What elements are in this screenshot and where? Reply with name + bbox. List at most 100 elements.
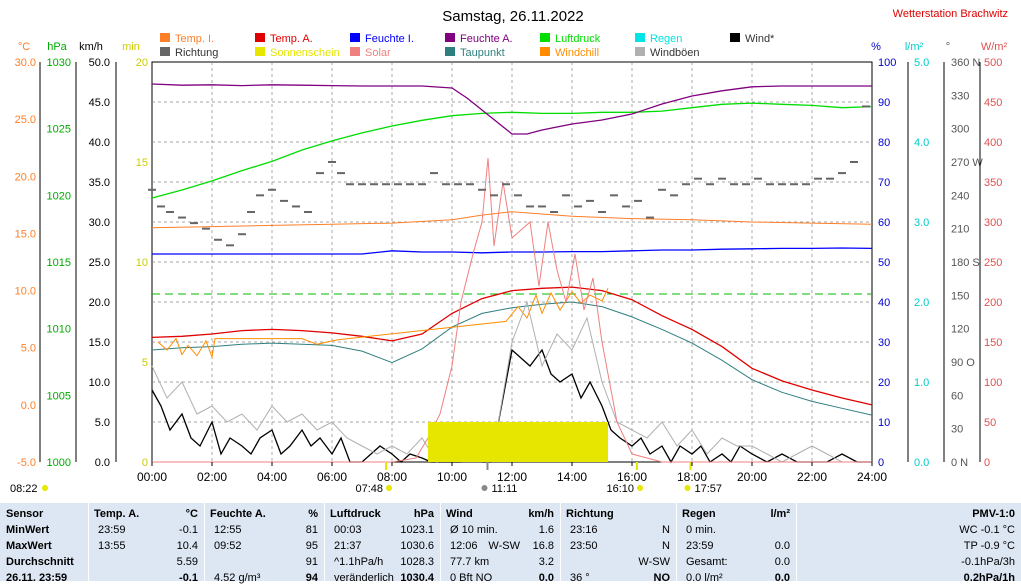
legend-label-windboeen: Windböen bbox=[650, 47, 700, 59]
legend-label-feuchte_i: Feuchte I. bbox=[365, 33, 414, 45]
richtung-point-18 bbox=[346, 183, 354, 186]
richtung-point-45 bbox=[670, 194, 678, 197]
xtick-label-4: 08:00 bbox=[377, 470, 407, 484]
tick-sun-2: 10 bbox=[136, 257, 148, 269]
tick-direction-6: 180 S bbox=[951, 257, 980, 269]
richtung-point-50 bbox=[730, 183, 738, 186]
richtung-point-35 bbox=[550, 211, 558, 213]
event-solar_noon-dot bbox=[481, 485, 488, 491]
tick-wind-8: 10.0 bbox=[89, 377, 110, 389]
tick-pressure-3: 1015 bbox=[47, 257, 71, 269]
table-cell-sensor-2: Durchschnitt bbox=[6, 556, 74, 568]
unit-rain: l/m² bbox=[905, 41, 924, 53]
xtick-label-2: 04:00 bbox=[257, 470, 287, 484]
tick-rain-5: 0.0 bbox=[914, 457, 929, 469]
tick-direction-3: 270 W bbox=[951, 157, 983, 169]
legend-label-feuchte_a: Feuchte A. bbox=[460, 33, 513, 45]
legend-swatch-taupunkt bbox=[445, 47, 455, 56]
tick-humidity-6: 40 bbox=[878, 297, 890, 309]
richtung-point-57 bbox=[814, 177, 822, 180]
table-col-richtung: Richtung 23:16 N 23:50 N W-SW 36 ° NO bbox=[560, 503, 677, 584]
richtung-point-41 bbox=[622, 205, 630, 208]
richtung-point-14 bbox=[304, 211, 312, 213]
richtung-point-53 bbox=[766, 183, 774, 186]
richtung-point-29 bbox=[478, 188, 486, 191]
table-cell-richtung-3-b: NO bbox=[653, 572, 671, 584]
series-temp_i bbox=[151, 211, 873, 229]
tick-solar-6: 200 bbox=[984, 297, 1002, 309]
table-col-wind: Wind km/h Ø 10 min. 1.6 12:06 W-SW 16.8 77.7 km… bbox=[440, 503, 561, 584]
legend-swatch-feuchte_a bbox=[445, 33, 455, 42]
tick-direction-4: 240 bbox=[951, 190, 969, 202]
legend-swatch-wind bbox=[730, 33, 740, 42]
richtung-point-24 bbox=[418, 183, 426, 186]
table-cell-wind-1-b: W-SW bbox=[488, 540, 520, 552]
legend-swatch-windboeen bbox=[635, 47, 645, 56]
legend-label-solar: Solar bbox=[365, 47, 391, 59]
table-cell-richtung-0-b: N bbox=[662, 524, 670, 536]
chart-grid bbox=[152, 62, 872, 462]
tick-wind-5: 25.0 bbox=[89, 257, 110, 269]
tick-direction-2: 300 bbox=[951, 124, 969, 136]
table-cell-regen-2-b: 0.0 bbox=[774, 556, 790, 568]
tick-rain-3: 2.0 bbox=[914, 297, 929, 309]
table-header-druck: Luftdruck bbox=[330, 508, 381, 520]
unit-direction: ° bbox=[946, 41, 950, 53]
richtung-point-49 bbox=[718, 177, 726, 180]
xtick-label-6: 12:00 bbox=[497, 470, 527, 484]
richtung-point-25 bbox=[430, 172, 438, 175]
richtung-point-33 bbox=[526, 205, 534, 208]
tick-solar-1: 450 bbox=[984, 97, 1002, 109]
xtick-label-1: 02:00 bbox=[197, 470, 227, 484]
richtung-point-51 bbox=[742, 183, 750, 186]
weather-chart: Samstag, 26.11.2022 Wetterstation Brachw… bbox=[10, 8, 1008, 495]
richtung-point-17 bbox=[337, 172, 345, 175]
table-cell-temp-3-b: -0.1 bbox=[179, 572, 198, 584]
event-moonset: 17:57 bbox=[695, 483, 723, 495]
tick-solar-3: 350 bbox=[984, 177, 1002, 189]
table-cell-wind-3-c: 0.0 bbox=[538, 572, 554, 584]
tick-solar-10: 0 bbox=[984, 457, 990, 469]
table-col-sensor: Sensor MinWert MaxWert Durchschnitt 26.11. 2… bbox=[0, 503, 89, 584]
unit-humidity: % bbox=[871, 41, 881, 53]
tick-direction-10: 60 bbox=[951, 390, 963, 402]
table-cell-wind-0-c: 1.6 bbox=[538, 524, 554, 536]
tick-solar-8: 100 bbox=[984, 377, 1002, 389]
series-taupunkt bbox=[151, 301, 873, 416]
tick-solar-2: 400 bbox=[984, 137, 1002, 149]
legend-label-windchill: Windchill bbox=[555, 47, 599, 59]
tick-sun-3: 5 bbox=[142, 357, 148, 369]
tick-temp-3: 15.0 bbox=[15, 228, 36, 240]
event-sunrise: 07:48 bbox=[355, 483, 383, 495]
table-cell-feuchte-3-a: 4.52 g/m³ bbox=[214, 572, 261, 584]
richtung-point-6 bbox=[214, 238, 222, 241]
legend-label-taupunkt: Taupunkt bbox=[460, 47, 505, 59]
richtung-point-9 bbox=[247, 211, 255, 213]
table-col-pmv: PMV-1:0 WC -0.1 °C TP -0.9 °C -0.1hPa/3h 0.2… bbox=[796, 503, 1021, 584]
series-feuchte_i bbox=[152, 247, 873, 255]
richtung-point-15 bbox=[316, 172, 324, 175]
table-cell-feuchte-2-b: 91 bbox=[305, 556, 318, 568]
legend-swatch-temp_a bbox=[255, 33, 265, 42]
tick-temp-6: 0.0 bbox=[21, 400, 36, 412]
table-cell-pmv-2: -0.1hPa/3h bbox=[961, 556, 1015, 568]
legend-swatch-temp_i bbox=[160, 33, 170, 42]
legend-label-temp_i: Temp. I. bbox=[175, 33, 214, 45]
tick-rain-1: 4.0 bbox=[914, 137, 929, 149]
unit-wind: km/h bbox=[79, 41, 103, 53]
richtung-point-10 bbox=[256, 194, 264, 197]
axis-unit-labels: °C hPa km/h min% l/m² ° W/m² bbox=[18, 41, 1008, 53]
tick-humidity-1: 90 bbox=[878, 97, 890, 109]
tick-solar-7: 150 bbox=[984, 337, 1002, 349]
table-cell-regen-3-b: 0.0 bbox=[774, 572, 790, 584]
richtung-point-0 bbox=[148, 188, 156, 191]
table-col-feuchte: Feuchte A.% 12:55 81 09:52 95 91 4.52 g/m³ 94 bbox=[204, 503, 325, 584]
table-cell-feuchte-0-a: 12:55 bbox=[214, 524, 242, 536]
legend-swatch-feuchte_i bbox=[350, 33, 360, 42]
tick-humidity-7: 30 bbox=[878, 337, 890, 349]
tick-temp-1: 25.0 bbox=[15, 114, 36, 126]
tick-wind-7: 15.0 bbox=[89, 337, 110, 349]
tick-humidity-8: 20 bbox=[878, 377, 890, 389]
chart-title: Samstag, 26.11.2022 bbox=[442, 8, 584, 25]
table-cell-regen-1-b: 0.0 bbox=[774, 540, 790, 552]
